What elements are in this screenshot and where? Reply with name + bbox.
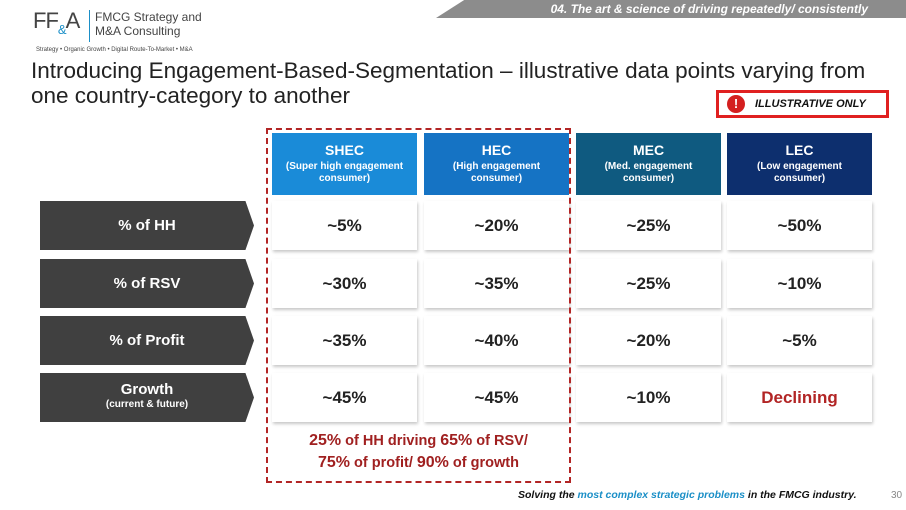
segment-header-hec: HEC (High engagement consumer) xyxy=(424,133,569,195)
segment-description: (Super high engagement consumer) xyxy=(285,161,404,184)
segment-name: MEC xyxy=(632,142,665,158)
segment-name: HEC xyxy=(481,142,512,158)
segment-header-shec: SHEC (Super high engagement consumer) xyxy=(272,133,417,195)
company-logo: FF&A FMCG Strategy and M&A Consulting St… xyxy=(33,8,233,53)
cell-shec-profit: ~35% xyxy=(272,316,417,365)
cell-mec-rsv: ~25% xyxy=(576,259,721,308)
cell-mec-profit: ~20% xyxy=(576,316,721,365)
row-label-growth: Growth (current & future) xyxy=(40,373,254,422)
row-label-profit: % of Profit xyxy=(40,316,254,365)
cell-hec-rsv: ~35% xyxy=(424,259,569,308)
row-label-rsv: % of RSV xyxy=(40,259,254,308)
segment-description: (Low engagement consumer) xyxy=(756,161,842,184)
cell-hec-hh: ~20% xyxy=(424,201,569,250)
cell-lec-hh: ~50% xyxy=(727,201,872,250)
cell-shec-rsv: ~30% xyxy=(272,259,417,308)
exclamation-circle-icon: ! xyxy=(727,95,745,113)
cell-shec-hh: ~5% xyxy=(272,201,417,250)
cell-shec-growth: ~45% xyxy=(272,373,417,422)
cell-lec-profit: ~5% xyxy=(727,316,872,365)
cell-mec-hh: ~25% xyxy=(576,201,721,250)
logo-mark: FF&A xyxy=(33,8,80,37)
highlight-dashed-box xyxy=(266,128,571,483)
slide-title: Introducing Engagement-Based-Segmentatio… xyxy=(31,58,866,108)
segment-header-mec: MEC (Med. engagement consumer) xyxy=(576,133,721,195)
section-banner-text: 04. The art & science of driving repeate… xyxy=(550,2,868,16)
section-banner: 04. The art & science of driving repeate… xyxy=(436,0,906,18)
segment-name: SHEC xyxy=(325,142,364,158)
cell-lec-growth: Declining xyxy=(727,373,872,422)
segment-name: LEC xyxy=(785,142,814,158)
cell-hec-growth: ~45% xyxy=(424,373,569,422)
footer-tagline: Solving the most complex strategic probl… xyxy=(518,489,857,501)
segment-description: (High engagement consumer) xyxy=(452,161,541,184)
illustrative-badge: ! ILLUSTRATIVE ONLY xyxy=(716,90,889,118)
cell-hec-profit: ~40% xyxy=(424,316,569,365)
summary-callout: 25% of HH driving 65% of RSV/ 75% of pro… xyxy=(309,432,528,471)
logo-divider xyxy=(89,10,90,42)
illustrative-badge-text: ILLUSTRATIVE ONLY xyxy=(755,98,866,110)
cell-lec-rsv: ~10% xyxy=(727,259,872,308)
page-number: 30 xyxy=(891,490,903,501)
logo-company-name: FMCG Strategy and M&A Consulting xyxy=(95,10,202,38)
cell-mec-growth: ~10% xyxy=(576,373,721,422)
row-label-hh: % of HH xyxy=(40,201,254,250)
logo-tagline: Strategy • Organic Growth • Digital Rout… xyxy=(36,47,193,53)
segment-description: (Med. engagement consumer) xyxy=(604,161,693,184)
segment-header-lec: LEC (Low engagement consumer) xyxy=(727,133,872,195)
